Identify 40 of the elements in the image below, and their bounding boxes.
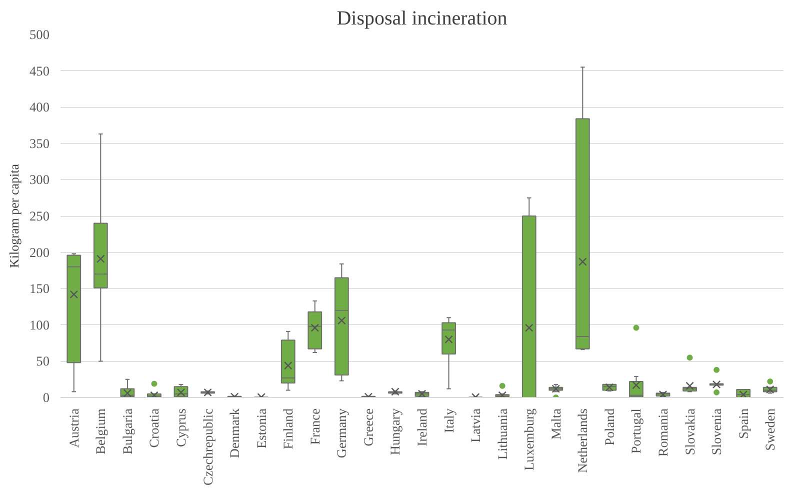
x-tick-label: Austria (66, 408, 82, 448)
y-tick-label: 400 (30, 100, 50, 115)
x-tick-label: Ireland (414, 408, 430, 446)
y-tick-label: 150 (30, 281, 50, 296)
x-tick-label: Malta (548, 408, 564, 440)
x-tick-label: Sweden (762, 408, 778, 451)
x-tick-label: Bulgaria (120, 408, 135, 454)
x-tick-label: Spain (736, 408, 751, 439)
x-tick-label: Luxemburg (522, 408, 537, 470)
y-tick-label: 500 (30, 27, 50, 42)
chart-title: Disposal incineration (336, 8, 508, 30)
x-tick-label: Romania (656, 408, 670, 457)
x-tick-label: Greece (360, 408, 376, 446)
x-tick-label: Finland (280, 408, 296, 450)
x-tick-label: Estonia (254, 408, 269, 448)
x-tick-label: Latvia (468, 408, 484, 443)
x-tick-label: Slovakia (682, 408, 698, 456)
x-tick-label: France (307, 408, 322, 445)
x-tick-label: Germany (334, 408, 350, 458)
x-tick-label: Italy (441, 408, 456, 433)
y-tick-label: 200 (30, 244, 50, 260)
x-tick-label: Cyprus (174, 408, 188, 448)
y-tick-label: 250 (30, 208, 50, 224)
x-tick-label: Hungary (388, 408, 403, 456)
y-axis-title: Kilogram per capita (6, 164, 22, 268)
y-tick-label: 100 (30, 317, 50, 332)
x-tick-label: Netherlands (575, 408, 590, 473)
x-tick-label: Czechrepublic (200, 408, 216, 486)
x-tick-label: Poland (602, 408, 617, 446)
y-tick-label: 300 (30, 172, 50, 188)
y-tick-label: 0 (42, 390, 50, 405)
y-tick-label: 350 (30, 136, 50, 151)
y-tick-label: 450 (30, 63, 50, 78)
x-tick-label: Slovenia (709, 408, 724, 456)
x-tick-label: Croatia (146, 408, 162, 448)
x-tick-label: Belgium (93, 408, 108, 454)
x-tick-label: Denmark (227, 408, 242, 458)
x-tick-label: Lithuania (494, 408, 510, 460)
y-tick-label: 50 (36, 354, 50, 369)
x-tick-label: Portugal (628, 408, 644, 454)
